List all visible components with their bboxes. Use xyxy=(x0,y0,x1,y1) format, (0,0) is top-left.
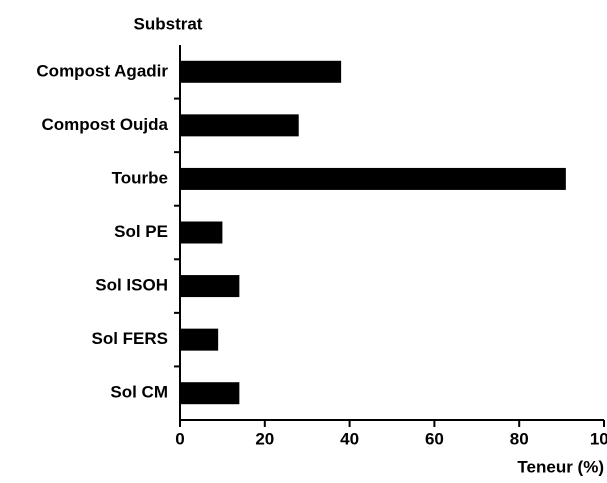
x-tick-label: 0 xyxy=(175,429,184,448)
x-tick-label: 40 xyxy=(340,429,359,448)
bar xyxy=(180,167,566,190)
y-tick-label: Sol PE xyxy=(114,222,168,241)
x-tick-label: 100 xyxy=(590,429,607,448)
y-tick-label: Compost Oujda xyxy=(41,115,168,134)
y-tick-label: Sol ISOH xyxy=(95,276,168,295)
bar xyxy=(180,221,223,244)
x-tick-label: 20 xyxy=(255,429,274,448)
bar xyxy=(180,382,240,405)
y-axis-title: Substrat xyxy=(134,14,203,33)
bar xyxy=(180,60,342,83)
y-tick-label: Tourbe xyxy=(112,168,168,187)
bar xyxy=(180,275,240,298)
y-tick-label: Sol FERS xyxy=(91,329,168,348)
x-tick-label: 60 xyxy=(425,429,444,448)
x-tick-label: 80 xyxy=(510,429,529,448)
bar xyxy=(180,114,299,137)
y-tick-label: Sol CM xyxy=(110,383,168,402)
bar xyxy=(180,328,219,351)
y-tick-label: Compost Agadir xyxy=(36,61,168,80)
x-axis-title: Teneur (%) xyxy=(517,457,604,476)
